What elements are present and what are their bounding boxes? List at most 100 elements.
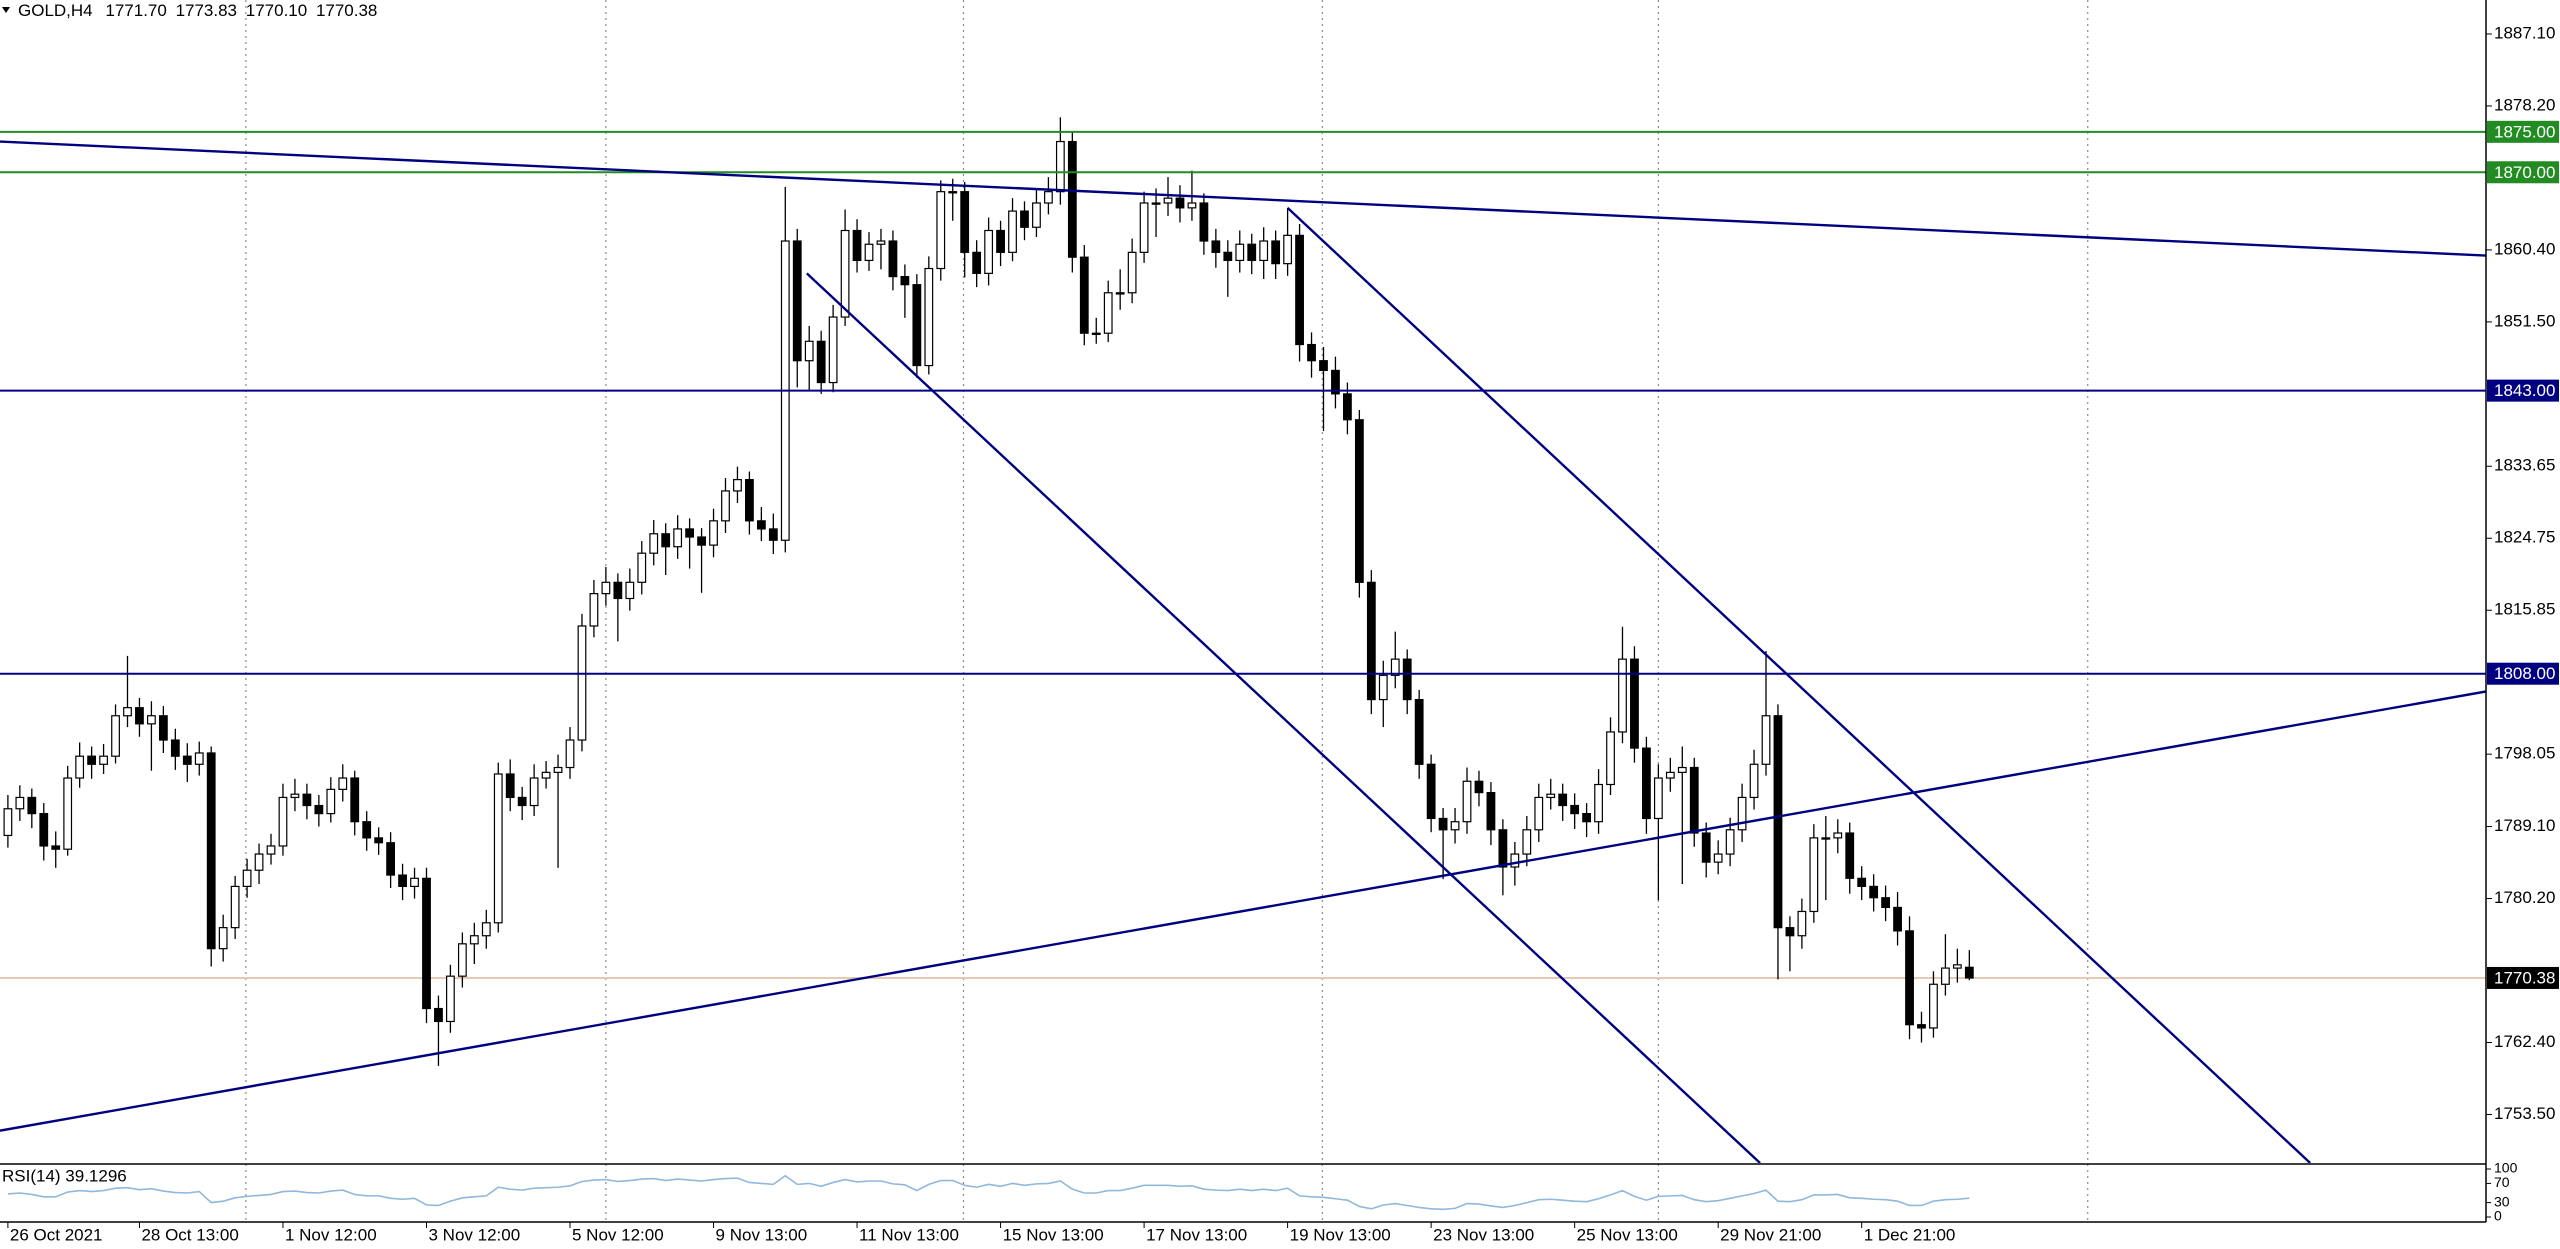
candle-body — [1008, 210, 1017, 253]
rsi-title: RSI(14) 39.1296 — [2, 1166, 127, 1185]
x-tick-label: 5 Nov 12:00 — [572, 1225, 664, 1244]
candle-body — [948, 191, 958, 194]
candle-body — [1929, 983, 1938, 1029]
candle-body — [1151, 202, 1161, 205]
level-label-bg — [2487, 120, 2559, 143]
candle-body — [386, 842, 396, 876]
candle-body — [613, 581, 623, 600]
y-tick-label: 1860.40 — [2494, 239, 2555, 258]
candle-body — [1713, 853, 1723, 863]
candle-body — [374, 837, 384, 844]
candle-body — [972, 251, 982, 274]
candle-body — [984, 229, 994, 274]
candle-body — [3, 808, 13, 837]
trend-line — [806, 272, 1761, 1163]
candle-body — [51, 845, 61, 850]
candle-body — [1055, 140, 1065, 193]
candle-body — [505, 773, 515, 799]
candle-body — [242, 869, 252, 888]
candle-body — [1366, 581, 1376, 701]
candle-body — [1259, 240, 1269, 262]
candle-body — [1893, 906, 1902, 932]
price-label-bg — [2487, 966, 2559, 989]
y-tick-label: 1780.20 — [2494, 888, 2555, 907]
candle-body — [924, 267, 934, 367]
candle-body — [469, 935, 479, 945]
candle-body — [1020, 210, 1029, 228]
candle-body — [1390, 658, 1400, 676]
candle-body — [1032, 202, 1041, 228]
candle-body — [1044, 191, 1053, 204]
candle-body — [15, 796, 25, 810]
candle-body — [1295, 234, 1304, 346]
candle-body — [1618, 658, 1627, 733]
candle-body — [1653, 777, 1663, 820]
candle-body — [1115, 292, 1125, 295]
candle-body — [1127, 251, 1137, 294]
candle-body — [422, 877, 431, 1010]
candle-body — [1964, 966, 1974, 979]
level-label-bg — [2487, 161, 2559, 184]
candle-body — [1665, 771, 1675, 779]
candle-body — [1785, 927, 1795, 937]
candle-body — [278, 796, 288, 847]
trend-line — [0, 690, 2486, 1132]
candle-body — [888, 240, 898, 278]
candle-body — [123, 707, 132, 717]
candle-body — [768, 528, 778, 541]
candle-body — [876, 240, 886, 245]
candle-body — [1881, 897, 1891, 909]
x-tick-label: 15 Nov 13:00 — [1003, 1225, 1104, 1244]
trend-line — [0, 140, 2486, 257]
candle-body — [1725, 829, 1735, 855]
candle-body — [254, 853, 264, 871]
candle-body — [147, 715, 156, 725]
candle-body — [350, 777, 360, 823]
candle-body — [1139, 202, 1149, 253]
candle-body — [733, 478, 742, 492]
candle-body — [553, 766, 563, 773]
x-tick-label: 9 Nov 13:00 — [716, 1225, 808, 1244]
x-tick-label: 17 Nov 13:00 — [1146, 1225, 1247, 1244]
candle-body — [218, 927, 228, 950]
candle-body — [1522, 829, 1532, 855]
candle-body — [1462, 780, 1472, 823]
x-tick-label: 3 Nov 12:00 — [428, 1225, 520, 1244]
candle-body — [87, 755, 97, 765]
x-tick-label: 26 Oct 2021 — [10, 1225, 103, 1244]
candle-body — [1187, 202, 1197, 209]
candle-body — [290, 793, 300, 799]
y-tick-label: 1762.40 — [2494, 1032, 2555, 1051]
candle-body — [1486, 791, 1496, 831]
candle-body — [1271, 240, 1281, 265]
candle-body — [816, 340, 826, 384]
candle-body — [1175, 197, 1185, 209]
y-tick-label: 1887.10 — [2494, 23, 2555, 42]
candle-body — [517, 796, 527, 807]
candle-body — [1677, 766, 1687, 773]
y-tick-label: 1851.50 — [2494, 311, 2555, 330]
candle-body — [709, 520, 718, 546]
candle-body — [864, 243, 874, 262]
level-label: 1843.00 — [2494, 381, 2555, 400]
candle-body — [63, 777, 73, 850]
y-tick-label: 1833.65 — [2494, 456, 2555, 475]
candle-body — [1091, 332, 1101, 336]
candle-body — [1199, 202, 1209, 242]
candle-body — [1642, 747, 1651, 820]
candle-body — [840, 229, 850, 318]
candle-body — [1570, 804, 1580, 815]
candle-body — [1331, 369, 1340, 395]
menu-arrow[interactable] — [2, 7, 10, 13]
candle-body — [266, 845, 276, 855]
candle-body — [1558, 793, 1568, 807]
candle-body — [960, 191, 970, 253]
candle-body — [1235, 243, 1245, 262]
candle-body — [1606, 731, 1615, 786]
candle-body — [852, 229, 862, 262]
candle-body — [1414, 698, 1424, 765]
candle-body — [912, 284, 922, 367]
candle-body — [1833, 832, 1843, 839]
candle-body — [1067, 140, 1077, 258]
candle-body — [1869, 885, 1879, 899]
